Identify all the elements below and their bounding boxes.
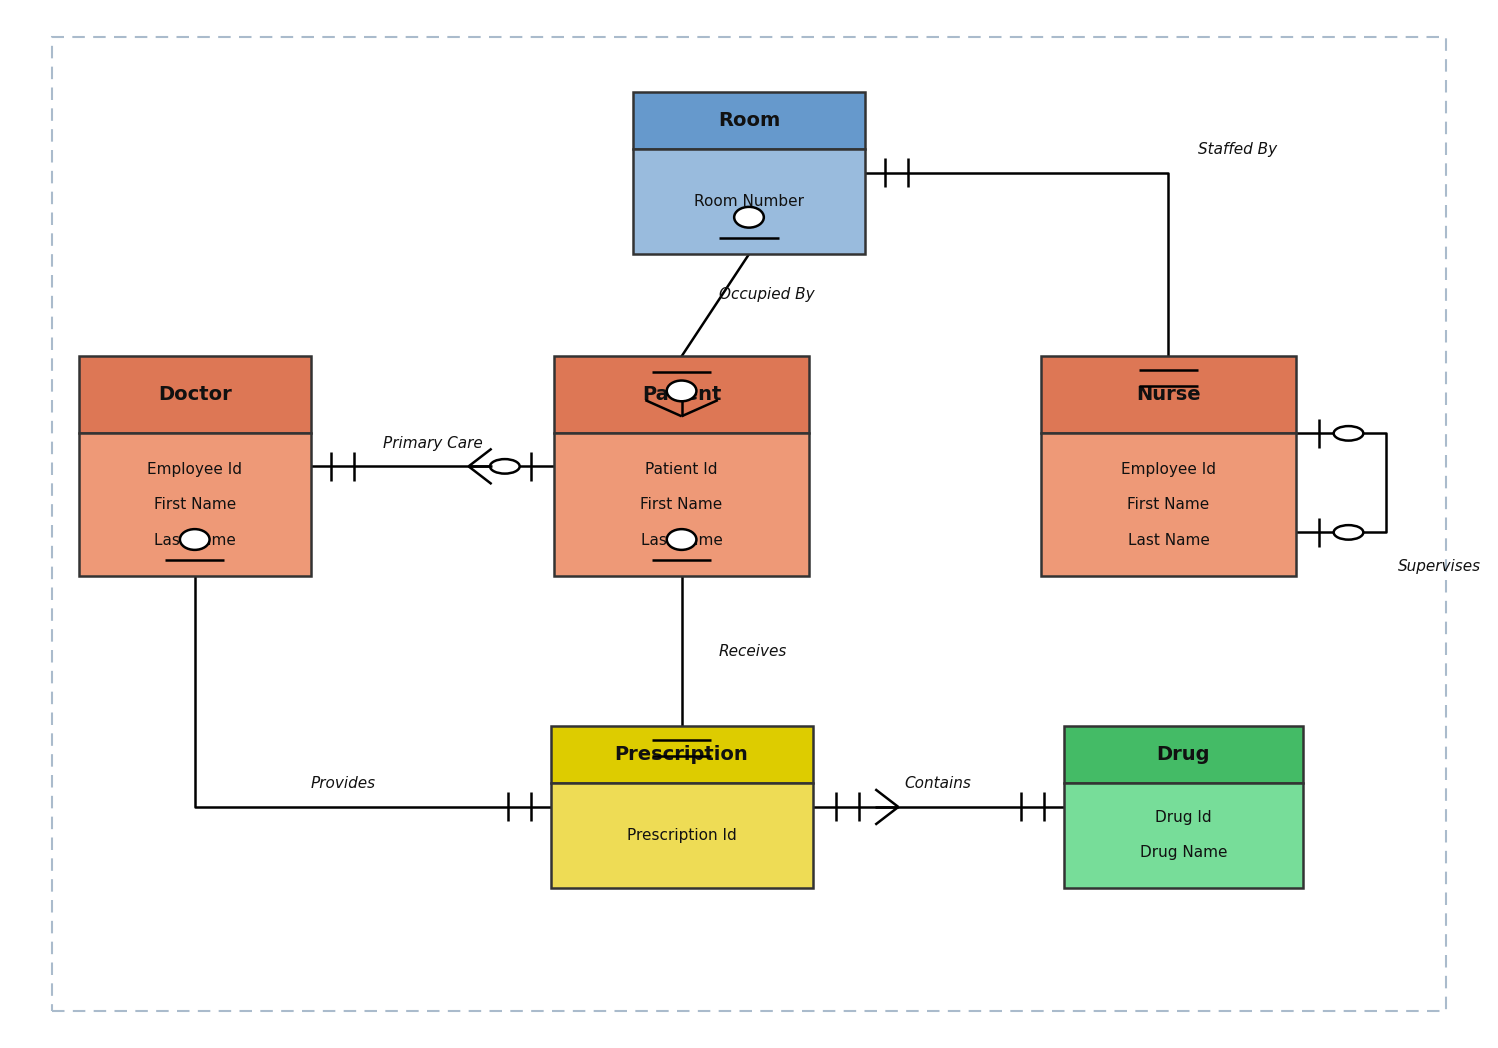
Bar — [632, 92, 866, 149]
Bar — [79, 434, 312, 576]
Ellipse shape — [667, 380, 697, 401]
Text: Employee Id: Employee Id — [1121, 461, 1216, 477]
Ellipse shape — [734, 206, 764, 227]
Bar — [79, 356, 312, 434]
Text: Last Name: Last Name — [641, 533, 722, 548]
Text: Prescription: Prescription — [614, 745, 749, 764]
Ellipse shape — [180, 529, 210, 550]
Text: First Name: First Name — [1128, 498, 1209, 512]
Text: Supervises: Supervises — [1398, 559, 1480, 573]
Bar — [551, 725, 812, 783]
Text: Patient Id: Patient Id — [646, 461, 718, 477]
Bar — [1041, 434, 1296, 576]
Text: Staffed By: Staffed By — [1198, 143, 1278, 157]
Ellipse shape — [667, 529, 697, 550]
Bar — [554, 356, 809, 434]
Ellipse shape — [490, 459, 520, 474]
Text: Nurse: Nurse — [1135, 386, 1201, 405]
Text: Employee Id: Employee Id — [147, 461, 243, 477]
Bar — [1064, 725, 1303, 783]
Text: Provides: Provides — [310, 777, 374, 791]
Text: Drug: Drug — [1156, 745, 1210, 764]
Text: Occupied By: Occupied By — [719, 287, 815, 302]
Bar — [554, 434, 809, 576]
Text: Prescription Id: Prescription Id — [626, 828, 737, 843]
Text: Last Name: Last Name — [154, 533, 235, 548]
Text: Room: Room — [718, 111, 780, 130]
Text: Last Name: Last Name — [1128, 533, 1209, 548]
Text: First Name: First Name — [641, 498, 722, 512]
Text: Contains: Contains — [905, 777, 972, 791]
Text: First Name: First Name — [154, 498, 235, 512]
Text: Receives: Receives — [719, 643, 788, 658]
Bar — [1064, 783, 1303, 888]
Text: Doctor: Doctor — [157, 386, 232, 405]
Ellipse shape — [1333, 525, 1363, 540]
Text: Drug Name: Drug Name — [1140, 846, 1227, 860]
Text: Room Number: Room Number — [694, 194, 804, 209]
Text: Primary Care: Primary Care — [382, 436, 482, 451]
Bar — [632, 149, 866, 255]
Bar — [1041, 356, 1296, 434]
Text: Drug Id: Drug Id — [1155, 810, 1212, 825]
Bar — [551, 783, 812, 888]
Text: Patient: Patient — [643, 386, 721, 405]
Ellipse shape — [1333, 427, 1363, 440]
